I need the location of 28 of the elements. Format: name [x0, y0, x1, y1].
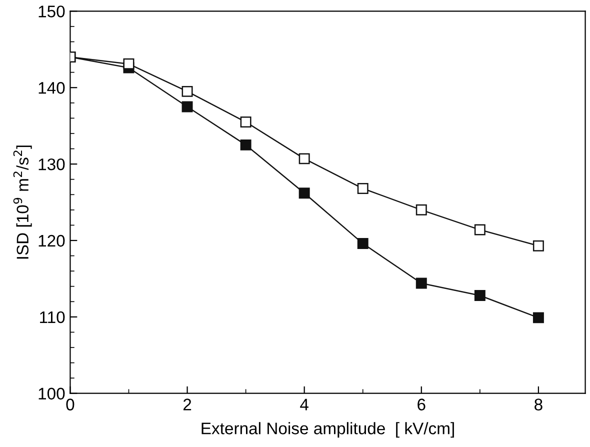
- point: [240, 116, 252, 128]
- point: [357, 183, 368, 194]
- point: [298, 153, 310, 164]
- point: [532, 240, 544, 252]
- point: [182, 101, 193, 112]
- point: [182, 86, 193, 97]
- x-tick-label: 8: [534, 398, 542, 410]
- x-tick-label: 2: [183, 398, 192, 410]
- point: [357, 238, 368, 250]
- y-tick-label: 120: [38, 234, 65, 247]
- y-tick-label: 150: [38, 6, 65, 18]
- y-axis-title: ISD [10$^{9}$ m$^{2}$/s$^{2}$]: [13, 146, 32, 259]
- point: [474, 290, 486, 302]
- point: [240, 139, 252, 150]
- point: [474, 224, 486, 236]
- point: [298, 188, 310, 199]
- y-tick-label: 110: [40, 311, 65, 324]
- x-tick-label: 6: [418, 398, 426, 410]
- point: [416, 204, 427, 216]
- x-axis-title: External Noise amplitude [ kV/cm]: [202, 422, 454, 438]
- x-tick-label: 0: [66, 398, 74, 410]
- point: [416, 278, 427, 289]
- y-tick-label: 140: [38, 82, 65, 94]
- point: [123, 58, 134, 70]
- point: [532, 312, 544, 324]
- y-tick-label: 100: [38, 388, 65, 400]
- y-tick-label: 130: [38, 158, 65, 170]
- x-tick-label: 4: [300, 398, 308, 410]
